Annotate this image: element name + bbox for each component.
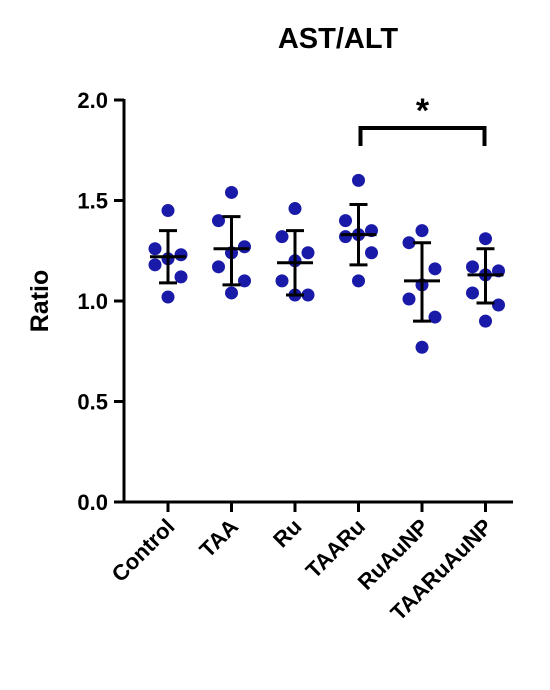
data-point xyxy=(148,258,162,272)
data-point xyxy=(352,173,365,187)
group-ruaunp xyxy=(402,224,442,354)
data-point xyxy=(402,236,416,250)
data-point xyxy=(238,240,251,254)
data-point xyxy=(225,286,238,300)
data-point xyxy=(225,185,238,199)
data-point xyxy=(301,246,315,260)
y-tick-label: 1.5 xyxy=(77,189,108,214)
data-point xyxy=(212,260,225,274)
y-tick-label: 0.5 xyxy=(77,390,108,415)
data-point xyxy=(428,262,442,276)
data-point xyxy=(161,204,175,218)
y-axis-label: Ratio xyxy=(26,270,54,333)
data-point xyxy=(466,260,479,274)
data-point xyxy=(301,288,315,302)
data-point xyxy=(275,274,289,288)
significance-annotation: * xyxy=(358,92,487,146)
data-point xyxy=(352,274,365,288)
data-point xyxy=(428,310,442,324)
data-point xyxy=(479,232,492,246)
significance-bracket xyxy=(358,126,487,146)
data-point xyxy=(174,270,188,284)
y-tick-label: 2.0 xyxy=(77,88,108,113)
data-point xyxy=(415,224,429,238)
data-point xyxy=(365,246,378,260)
x-tick-label: Control xyxy=(107,514,180,587)
axes xyxy=(122,99,513,504)
x-tick-label: Ru xyxy=(268,514,306,552)
data-point xyxy=(339,230,352,244)
group-taaruaunp xyxy=(466,232,505,328)
data-point xyxy=(174,248,188,262)
y-tick-label: 0.0 xyxy=(77,490,108,515)
data-point xyxy=(466,286,479,300)
x-tick-label: TAA xyxy=(195,514,244,563)
group-ru xyxy=(275,202,315,302)
data-point xyxy=(492,298,505,312)
data-point xyxy=(161,290,175,304)
data-marks xyxy=(148,173,505,354)
data-point xyxy=(415,340,429,354)
significance-label: * xyxy=(416,92,430,130)
data-point xyxy=(148,242,162,256)
data-point xyxy=(339,214,352,228)
data-point xyxy=(402,292,416,306)
chart-title: AST/ALT xyxy=(278,23,399,55)
data-point xyxy=(479,314,492,328)
group-taaru xyxy=(339,173,378,288)
y-ticks: 0.0 0.5 1.0 1.5 2.0 xyxy=(77,88,124,515)
data-point xyxy=(238,274,251,288)
data-point xyxy=(275,230,289,244)
data-point xyxy=(288,202,302,216)
group-control xyxy=(148,204,188,304)
group-taa xyxy=(212,185,251,300)
data-point xyxy=(212,214,225,228)
y-tick-label: 1.0 xyxy=(77,289,108,314)
